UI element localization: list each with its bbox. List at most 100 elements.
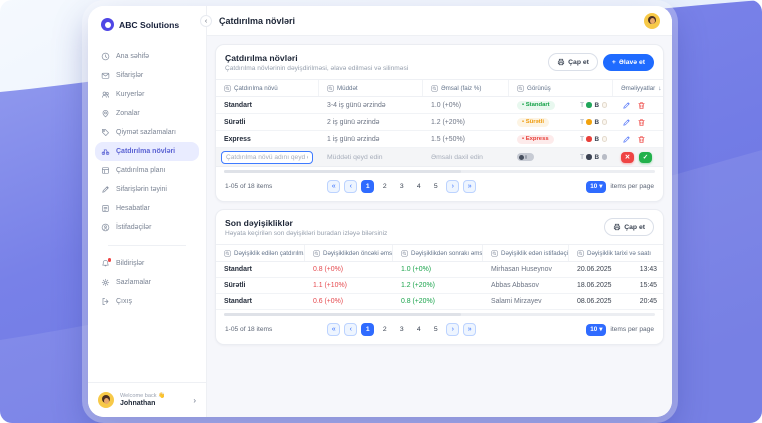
delete-button[interactable] [636, 134, 646, 144]
coef-after: 1.2 (+20%) [401, 282, 435, 289]
column-header[interactable]: Çatdırılma növü [216, 80, 319, 96]
search-icon [491, 249, 498, 257]
text-color-dot[interactable] [586, 154, 592, 160]
status-badge: Express [517, 134, 554, 144]
sidebar-item-pricing[interactable]: Qiymət sazlamaları [95, 123, 199, 142]
cancel-button[interactable]: ✕ [621, 151, 634, 163]
column-header[interactable]: Görünüş [509, 80, 613, 96]
sidebar-item-couriers[interactable]: Kuryerlər [95, 85, 199, 104]
page-button[interactable]: 4 [416, 183, 421, 190]
edit-button[interactable] [621, 117, 631, 127]
page-button[interactable]: 1 [361, 180, 375, 193]
first-page-button[interactable]: « [327, 180, 341, 193]
column-header[interactable]: Dəyişiklikdən sonrakı əmsal (faiz%) [393, 245, 483, 261]
row-actions [613, 134, 663, 144]
sidebar-item-delivery-plan[interactable]: Çatdırılma planı [95, 161, 199, 180]
sidebar-item-delivery-types[interactable]: Çatdırılma növləri [95, 142, 199, 161]
last-page-button[interactable]: » [463, 323, 477, 336]
changed-by-user: Salami Mirzayev [491, 298, 542, 305]
sidebar-collapse-button[interactable]: ‹ [200, 15, 212, 27]
visibility-toggle[interactable] [517, 153, 534, 161]
sidebar-item-zones[interactable]: Zonalar [95, 104, 199, 123]
sidebar-item-order-assignment[interactable]: Sifarişlərin təyini [95, 180, 199, 199]
new-delivery-name-input[interactable] [221, 150, 313, 164]
delivery-duration: 3-4 iş günü ərzində [327, 101, 386, 109]
per-page-select[interactable]: 10 ▾ [586, 180, 607, 193]
text-color-dot[interactable] [586, 119, 592, 125]
bell-icon [101, 258, 111, 268]
sidebar-item-settings[interactable]: Sazlamalar [95, 273, 199, 292]
edit-button[interactable] [621, 134, 631, 144]
print-button[interactable]: Çap et [604, 218, 654, 236]
sidebar-item-label: İstifadəçilər [116, 224, 152, 231]
sidebar-item-home[interactable]: Ana səhifə [95, 47, 199, 66]
duration-placeholder[interactable]: Müddəti qeyd edin [327, 153, 383, 161]
last-page-button[interactable]: » [463, 180, 477, 193]
app-window: ABC Solutions Ana səhifə Sifarişlər Kury… [88, 6, 672, 417]
edit-button[interactable] [621, 100, 631, 110]
page-button[interactable]: 5 [433, 183, 438, 190]
sort-icon[interactable]: ↓ [658, 84, 662, 92]
pricing-icon [101, 128, 110, 137]
sidebar-item-reports[interactable]: Hesabatlar [95, 199, 199, 218]
horizontal-scrollbar[interactable] [224, 170, 655, 173]
column-header[interactable]: Dəyişiklikdən öncəki əmsal (faiz%) [305, 245, 393, 261]
sidebar-item-users[interactable]: İstifadəçilər [95, 218, 199, 237]
next-page-button[interactable]: › [446, 323, 460, 336]
add-button[interactable]: + Əlavə et [602, 53, 654, 71]
next-page-button[interactable]: › [446, 180, 460, 193]
users-icon [101, 223, 110, 232]
column-header[interactable]: Əmsal (faiz %) [423, 80, 509, 96]
brand-name: ABC Solutions [119, 19, 180, 30]
per-page-select[interactable]: 10 ▾ [586, 323, 607, 336]
header-user-avatar[interactable] [644, 12, 660, 29]
bg-color-dot[interactable] [601, 102, 607, 108]
chevron-right-icon[interactable]: › [193, 395, 196, 405]
sidebar-item-orders[interactable]: Sifarişlər [95, 66, 199, 85]
status-badge: Standart [517, 100, 555, 110]
delivery-name: Standart [224, 101, 252, 109]
profile-name: Johnathan [120, 400, 156, 407]
bg-color-dot[interactable] [601, 154, 607, 160]
first-page-button[interactable]: « [327, 323, 341, 336]
profile-card[interactable]: Welcome back 👋 Johnathan › [88, 382, 206, 417]
sidebar-item-logout[interactable]: Çıxış [95, 292, 199, 311]
change-date: 18.06.2025 [577, 282, 612, 289]
page-button[interactable]: 3 [399, 183, 404, 190]
page-button[interactable]: 1 [361, 323, 375, 336]
delivery-duration: 2 iş günü ərzində [327, 118, 380, 126]
color-swatches: T B [580, 136, 607, 143]
prev-page-button[interactable]: ‹ [344, 180, 358, 193]
changes-table-header: Dəyişiklik edilən çatdırılma növü Dəyişi… [216, 244, 663, 262]
page-button[interactable]: 3 [399, 326, 404, 333]
delivery-coefficient: 1.0 (+0%) [431, 101, 462, 109]
delete-button[interactable] [636, 100, 646, 110]
confirm-button[interactable]: ✓ [639, 151, 652, 163]
horizontal-scrollbar[interactable] [224, 313, 655, 316]
text-color-dot[interactable] [586, 136, 592, 142]
page-button[interactable]: 2 [382, 326, 387, 333]
column-header-actions[interactable]: Əməliyyatlar ↓ [621, 84, 662, 92]
print-button[interactable]: Çap et [548, 53, 598, 71]
chevron-down-icon: ▾ [599, 183, 603, 190]
column-header[interactable]: Müddət [319, 80, 423, 96]
bg-color-dot[interactable] [601, 136, 607, 142]
sidebar-item-label: Sazlamalar [116, 279, 152, 286]
page-button[interactable]: 4 [416, 326, 421, 333]
coefficient-placeholder[interactable]: Əmsalı daxil edin [431, 153, 483, 161]
chevron-down-icon: ▾ [599, 326, 603, 333]
table-row: Standart 0.8 (+0%) 1.0 (+0%) Mirhasan Hu… [216, 262, 663, 278]
prev-page-button[interactable]: ‹ [344, 323, 358, 336]
column-header[interactable]: Dəyişiklik tarixi və saatı [569, 245, 663, 261]
column-header[interactable]: Dəyişiklik edilən çatdırılma növü [216, 245, 305, 261]
bg-color-dot[interactable] [601, 119, 607, 125]
delete-button[interactable] [636, 117, 646, 127]
assign-icon [101, 185, 110, 194]
page-button[interactable]: 2 [382, 183, 387, 190]
bg-color-label: B [594, 153, 599, 161]
page-button[interactable]: 5 [433, 326, 438, 333]
sidebar-item-notifications[interactable]: Bildirişlər [95, 254, 199, 273]
text-color-dot[interactable] [586, 102, 592, 108]
column-header[interactable]: Dəyişiklik edən istifadəçi [483, 245, 569, 261]
